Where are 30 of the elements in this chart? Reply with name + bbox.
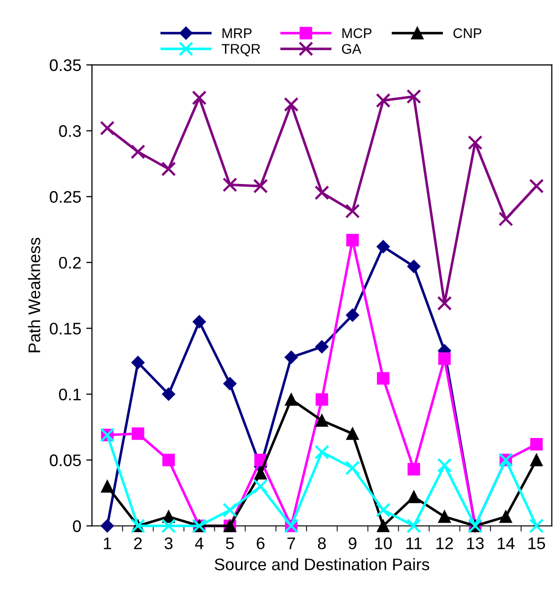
x-tick-label: 15 (528, 538, 546, 550)
legend-label: CNP (453, 28, 482, 38)
x-tick-label: 14 (498, 538, 515, 550)
x-tick-label: 5 (226, 538, 234, 550)
y-tick-label: 0 (72, 520, 81, 532)
x-tick-label: 6 (256, 537, 264, 550)
x-tick-label: 2 (134, 537, 142, 550)
legend-label: MRP (222, 28, 252, 38)
x-tick-label: 9 (348, 537, 356, 550)
x-tick-label: 7 (287, 538, 296, 550)
x-axis-title: Source and Destination Pairs (214, 558, 430, 570)
x-tick-label: 8 (318, 537, 326, 550)
y-tick-label: 0.05 (50, 454, 81, 466)
x-tick-label: 13 (467, 537, 484, 550)
y-tick-label: 0.2 (59, 256, 81, 269)
legend-label: MCP (342, 28, 372, 38)
y-tick-label: 0.15 (50, 322, 81, 335)
x-tick-label: 3 (164, 537, 173, 550)
y-tick-label: 0.25 (50, 191, 81, 203)
x-tick-label: 4 (195, 538, 204, 550)
y-tick-label: 0.35 (50, 59, 81, 72)
y-tick-label: 0.3 (59, 125, 81, 137)
x-tick-label: 10 (375, 537, 392, 550)
x-tick-label: 12 (436, 537, 453, 550)
y-axis-title: Path Weakness (28, 238, 40, 352)
x-tick-label: 11 (406, 538, 422, 550)
legend-label: GA (342, 44, 362, 54)
legend-label: TRQR (222, 44, 260, 56)
y-tick-label: 0.1 (59, 388, 81, 400)
x-tick-label: 1 (104, 538, 112, 550)
